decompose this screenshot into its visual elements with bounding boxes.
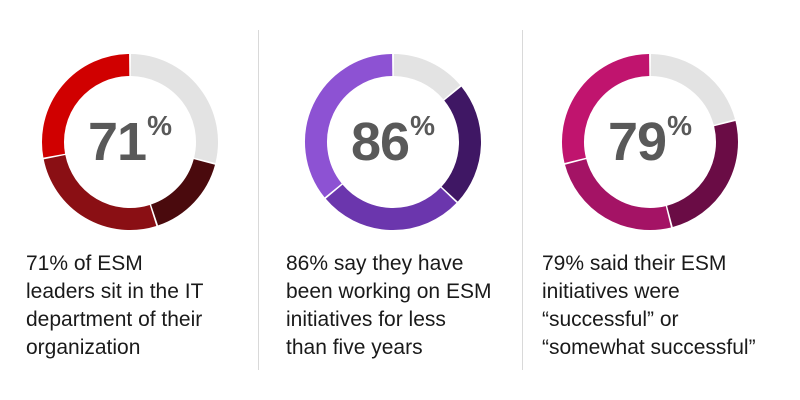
column-divider (522, 30, 523, 370)
donut-chart-svg (42, 54, 218, 230)
donut-segment-2 (564, 158, 671, 230)
donut-segment-1 (562, 54, 650, 163)
donut-remainder-segment (130, 54, 218, 163)
donut-chart: 79% (560, 52, 740, 232)
donut-segment-3 (666, 121, 738, 228)
donut-segment-1 (42, 54, 130, 158)
stat-caption: 71% of ESM leaders sit in the IT departm… (26, 252, 204, 359)
donut-remainder-segment (650, 54, 736, 126)
donut-segment-3 (150, 158, 216, 226)
donut-segment-2 (43, 154, 157, 230)
donut-chart: 86% (303, 52, 483, 232)
donut-segment-2 (325, 184, 457, 230)
donut-chart-svg (562, 54, 738, 230)
donut-chart-svg (305, 54, 481, 230)
donut-segment-3 (441, 86, 481, 202)
donut-segment-1 (305, 54, 393, 198)
stat-panel-esm-leaders-in-it: 71% 71% of ESM leaders sit in the IT dep… (0, 0, 260, 400)
stat-caption: 86% say they have been working on ESM in… (286, 252, 492, 359)
column-divider (258, 30, 259, 370)
stat-panel-esm-successful: 79% 79% said their ESM initiatives were … (528, 0, 788, 400)
donut-chart: 71% (40, 52, 220, 232)
donut-remainder-segment (393, 54, 461, 100)
stat-panel-esm-under-five-years: 86% 86% say they have been working on ES… (264, 0, 524, 400)
stat-caption: 79% said their ESM initiatives were “suc… (542, 252, 756, 359)
